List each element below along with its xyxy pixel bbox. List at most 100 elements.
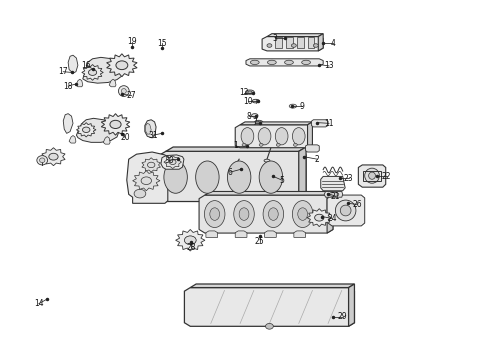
Polygon shape <box>68 55 78 73</box>
Text: 29: 29 <box>338 312 347 321</box>
Polygon shape <box>308 122 313 148</box>
Text: 24: 24 <box>327 214 337 223</box>
Polygon shape <box>145 120 156 138</box>
Circle shape <box>314 44 318 47</box>
Polygon shape <box>190 284 354 288</box>
Polygon shape <box>324 192 343 197</box>
Polygon shape <box>146 123 151 134</box>
Text: 18: 18 <box>63 82 73 91</box>
Ellipse shape <box>227 161 251 193</box>
Circle shape <box>134 189 146 198</box>
Ellipse shape <box>251 114 258 117</box>
Polygon shape <box>166 147 306 151</box>
Ellipse shape <box>204 201 225 228</box>
Polygon shape <box>307 209 331 226</box>
Polygon shape <box>306 145 319 152</box>
Text: 22: 22 <box>382 172 392 181</box>
Polygon shape <box>42 148 65 166</box>
Polygon shape <box>297 37 304 48</box>
Polygon shape <box>240 122 313 125</box>
Text: 9: 9 <box>299 102 304 111</box>
Polygon shape <box>318 34 323 51</box>
Text: 4: 4 <box>331 39 335 48</box>
Ellipse shape <box>241 128 254 145</box>
Circle shape <box>170 159 176 165</box>
Ellipse shape <box>245 90 254 94</box>
Text: 28: 28 <box>187 243 196 252</box>
Text: 13: 13 <box>324 62 334 71</box>
Ellipse shape <box>40 158 45 163</box>
Polygon shape <box>103 136 110 144</box>
Circle shape <box>89 69 97 75</box>
Ellipse shape <box>210 208 220 220</box>
Polygon shape <box>246 59 323 66</box>
Ellipse shape <box>119 86 129 96</box>
Polygon shape <box>294 231 306 237</box>
Text: 26: 26 <box>353 200 362 209</box>
Polygon shape <box>235 231 247 237</box>
Text: 11: 11 <box>324 119 334 128</box>
Ellipse shape <box>122 89 126 94</box>
Text: 21: 21 <box>331 192 340 201</box>
Polygon shape <box>164 156 181 168</box>
Ellipse shape <box>247 91 252 93</box>
Polygon shape <box>308 37 315 48</box>
Polygon shape <box>358 165 386 187</box>
Ellipse shape <box>268 60 276 64</box>
Circle shape <box>267 44 272 47</box>
Text: 27: 27 <box>127 91 136 100</box>
Text: 17: 17 <box>58 67 68 76</box>
Polygon shape <box>299 147 306 202</box>
Polygon shape <box>327 192 333 233</box>
Polygon shape <box>348 284 354 326</box>
Polygon shape <box>267 34 323 37</box>
Polygon shape <box>312 120 328 127</box>
Text: 3: 3 <box>273 34 278 43</box>
Ellipse shape <box>254 120 263 125</box>
Ellipse shape <box>275 128 288 145</box>
Ellipse shape <box>263 201 284 228</box>
Ellipse shape <box>368 172 375 179</box>
Ellipse shape <box>234 201 254 228</box>
Ellipse shape <box>293 128 305 145</box>
Text: 20: 20 <box>121 133 130 142</box>
Circle shape <box>82 127 90 132</box>
Circle shape <box>49 153 58 160</box>
Ellipse shape <box>264 159 270 162</box>
Ellipse shape <box>164 161 187 193</box>
Polygon shape <box>159 151 306 202</box>
Ellipse shape <box>289 104 296 108</box>
Ellipse shape <box>232 165 238 168</box>
Polygon shape <box>235 125 313 148</box>
Polygon shape <box>175 229 205 251</box>
Text: 12: 12 <box>239 88 248 97</box>
Circle shape <box>259 143 263 146</box>
Polygon shape <box>206 231 218 237</box>
Circle shape <box>184 236 196 244</box>
Text: 8: 8 <box>246 112 251 121</box>
Ellipse shape <box>365 168 379 183</box>
Circle shape <box>276 143 280 146</box>
Ellipse shape <box>302 60 311 64</box>
Circle shape <box>116 61 128 69</box>
Polygon shape <box>262 37 323 51</box>
Ellipse shape <box>196 161 219 193</box>
Text: 2: 2 <box>315 155 319 164</box>
Text: 10: 10 <box>243 96 253 105</box>
Ellipse shape <box>329 192 339 197</box>
Text: 14: 14 <box>34 299 44 308</box>
Circle shape <box>110 120 121 129</box>
Polygon shape <box>133 171 160 191</box>
Ellipse shape <box>340 205 351 216</box>
Text: 31: 31 <box>148 131 158 140</box>
Ellipse shape <box>335 200 356 221</box>
Circle shape <box>141 177 151 185</box>
Ellipse shape <box>239 208 249 220</box>
Polygon shape <box>109 79 116 87</box>
Ellipse shape <box>258 128 271 145</box>
Ellipse shape <box>259 161 283 193</box>
Polygon shape <box>205 192 333 195</box>
Text: 25: 25 <box>255 237 265 246</box>
Text: 23: 23 <box>344 174 353 183</box>
Text: 16: 16 <box>81 61 91 70</box>
